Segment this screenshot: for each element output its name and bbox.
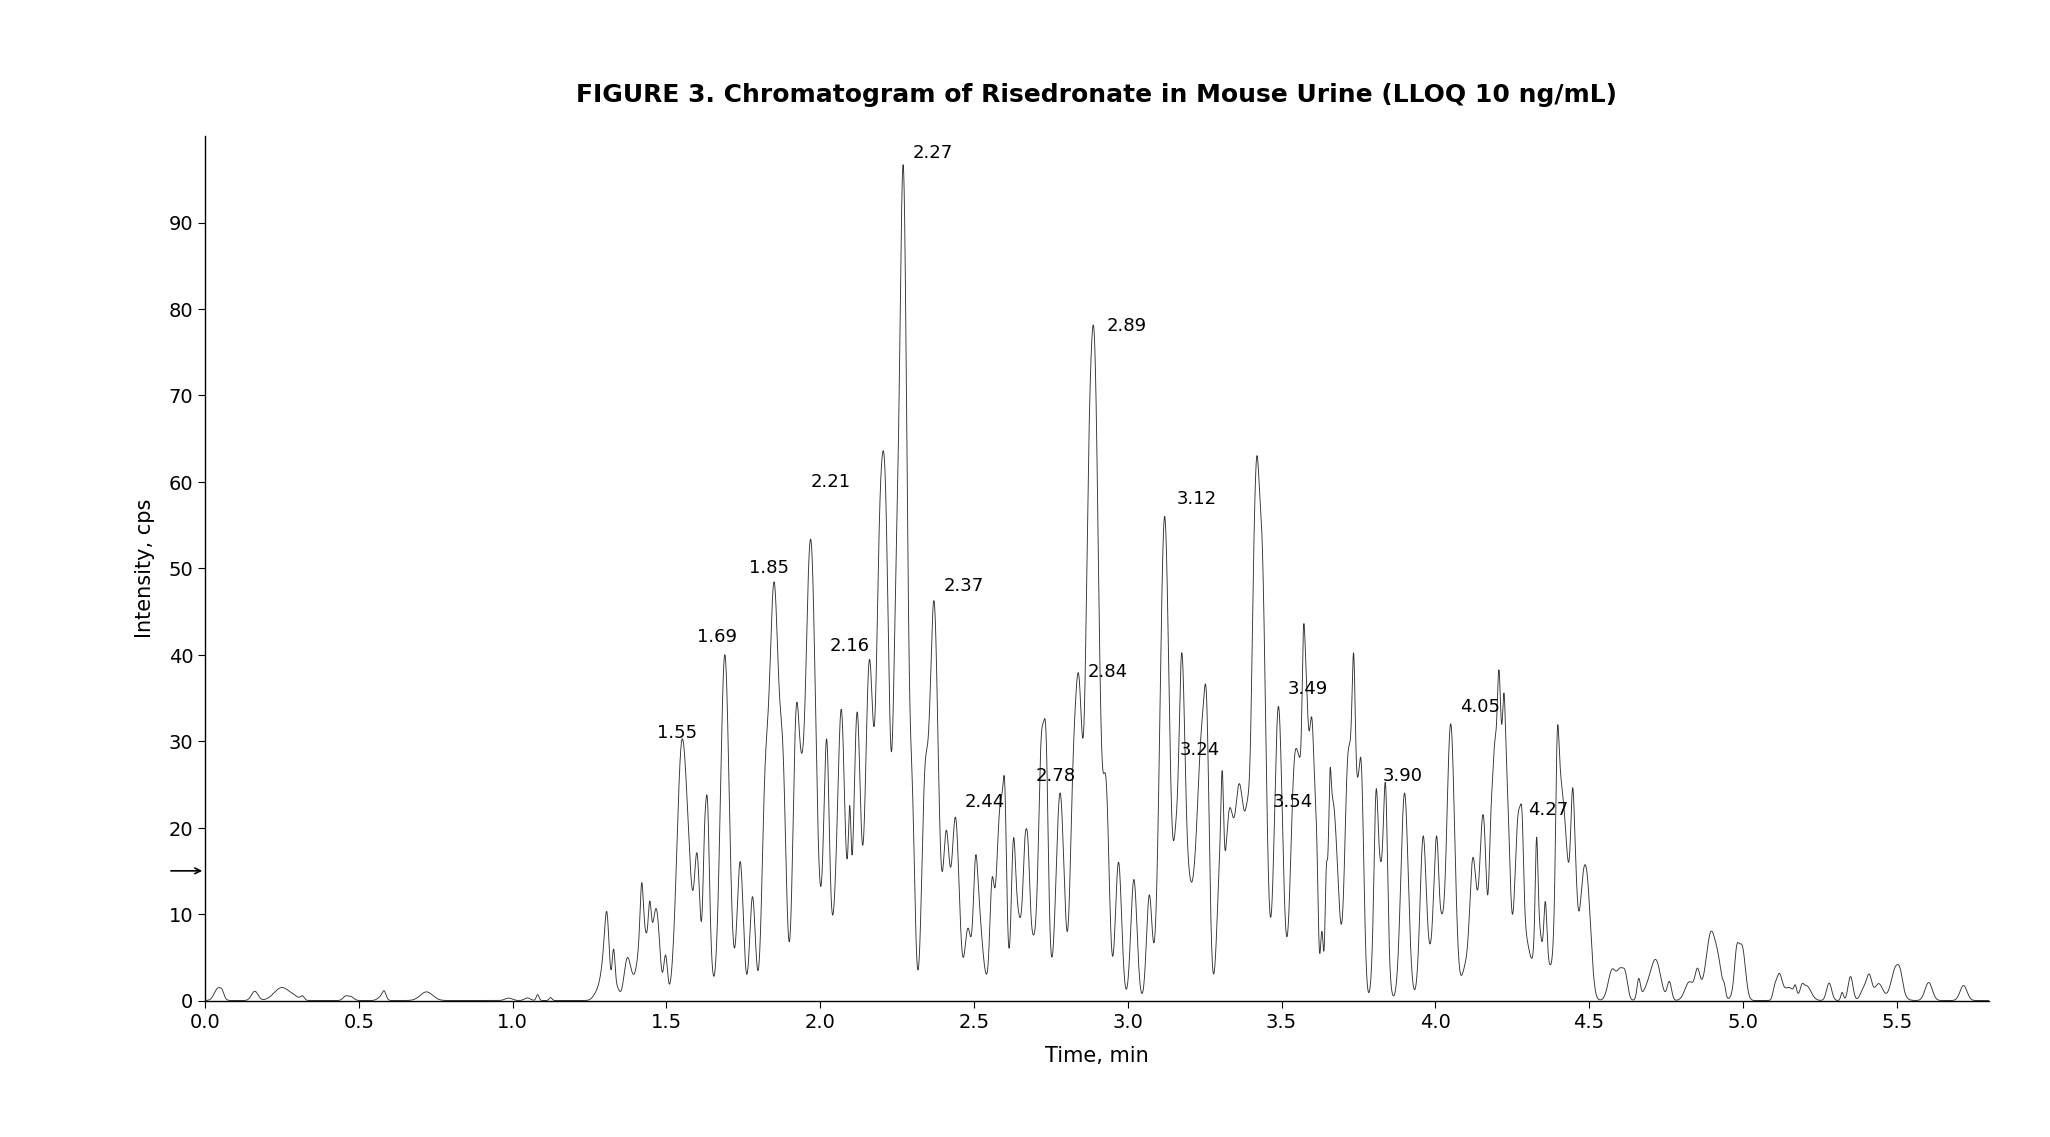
Text: 2.37: 2.37 <box>943 576 984 595</box>
Title: FIGURE 3. Chromatogram of Risedronate in Mouse Urine (LLOQ 10 ng/mL): FIGURE 3. Chromatogram of Risedronate in… <box>576 83 1617 107</box>
Text: 2.84: 2.84 <box>1089 663 1128 681</box>
Text: 2.27: 2.27 <box>912 144 953 163</box>
Text: 2.89: 2.89 <box>1107 317 1146 335</box>
Text: 4.05: 4.05 <box>1460 697 1501 715</box>
X-axis label: Time, min: Time, min <box>1046 1045 1148 1065</box>
Text: 4.27: 4.27 <box>1527 802 1568 819</box>
Text: 1.55: 1.55 <box>658 723 697 741</box>
Text: 2.78: 2.78 <box>1035 766 1076 785</box>
Text: 3.49: 3.49 <box>1287 680 1328 698</box>
Text: 3.90: 3.90 <box>1382 766 1423 785</box>
Text: 2.44: 2.44 <box>966 792 1004 811</box>
Text: 2.21: 2.21 <box>812 473 851 491</box>
Y-axis label: Intensity, cps: Intensity, cps <box>135 499 154 638</box>
Text: 3.12: 3.12 <box>1177 490 1218 508</box>
Text: 1.69: 1.69 <box>697 629 738 646</box>
Text: 3.54: 3.54 <box>1271 792 1312 811</box>
Text: 3.24: 3.24 <box>1181 740 1220 758</box>
Text: 1.85: 1.85 <box>750 559 789 578</box>
Text: 2.16: 2.16 <box>828 637 869 655</box>
